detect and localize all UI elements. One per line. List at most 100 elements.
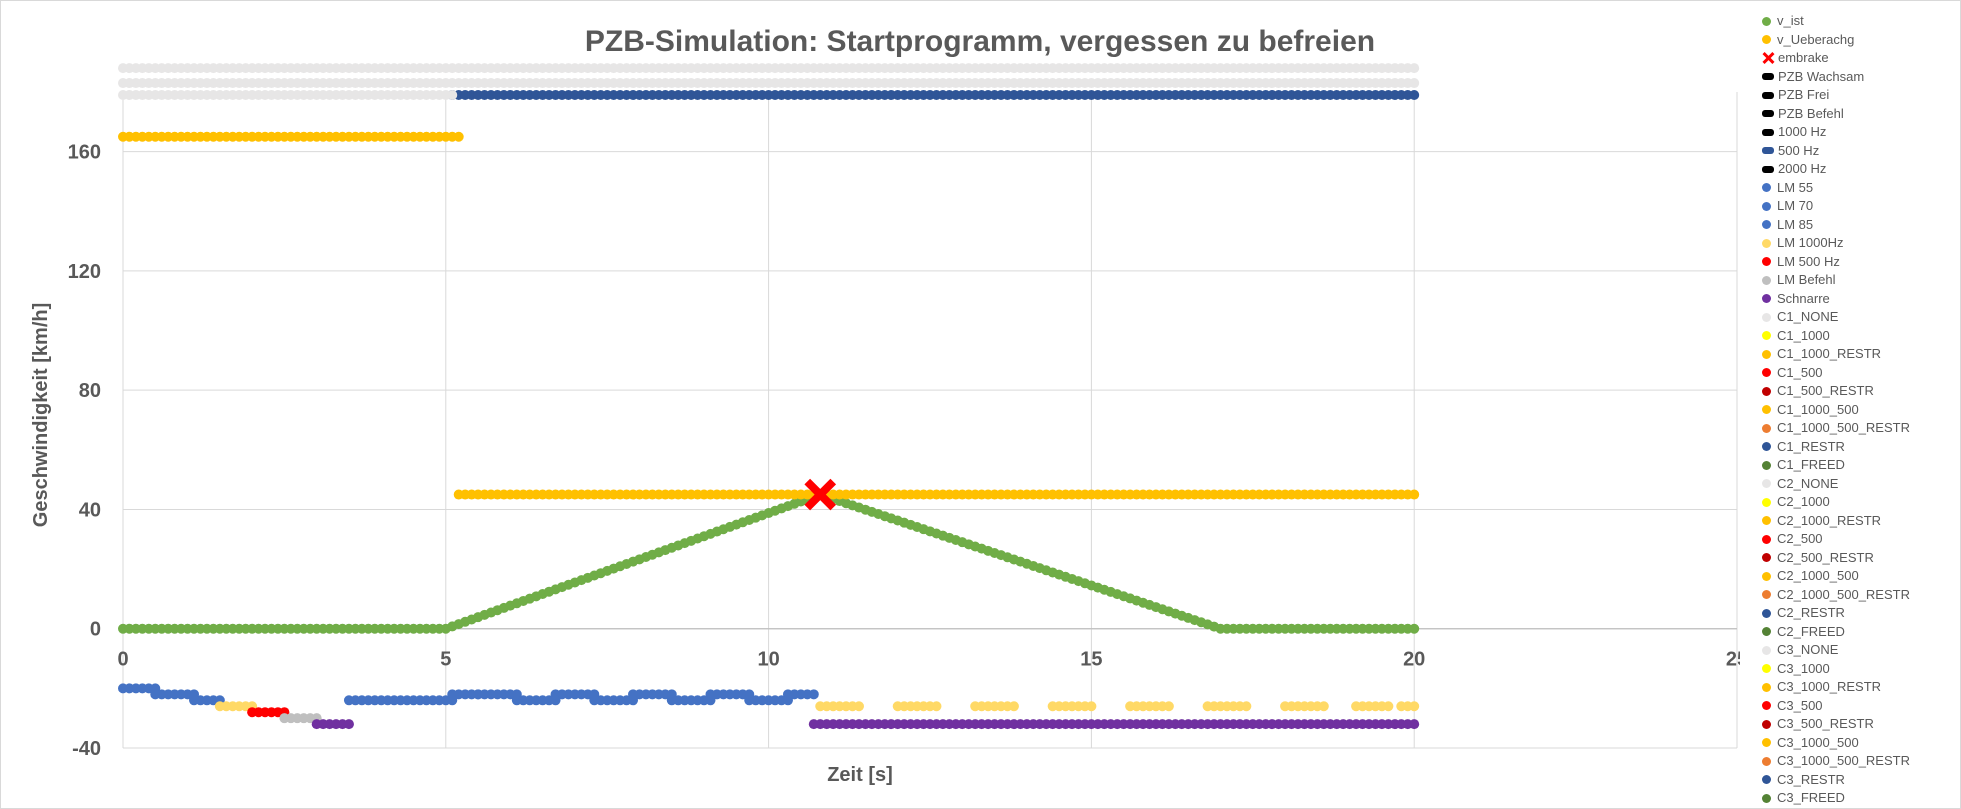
legend-label: C2_RESTR: [1777, 605, 1845, 621]
legend-item-c2-freed: C2_FREED: [1762, 623, 1957, 642]
legend-item-c2-none: C2_NONE: [1762, 475, 1957, 494]
legend-marker: [1762, 220, 1771, 230]
v-ueberachg-point: [1409, 489, 1420, 500]
legend-item-c1-500-restr: C1_500_RESTR: [1762, 382, 1957, 401]
legend-label: C1_1000: [1777, 327, 1830, 343]
embrake-marker: [804, 478, 837, 511]
legend-marker: [1762, 386, 1771, 396]
data-marks: [118, 63, 1420, 730]
legend-label: LM 1000Hz: [1777, 235, 1844, 251]
legend-marker: [1762, 147, 1774, 155]
legend-label: C2_500: [1777, 531, 1823, 547]
legend-marker: [1762, 793, 1771, 803]
legend-marker: [1762, 682, 1771, 692]
legend-item-schnarre: Schnarre: [1762, 290, 1957, 309]
c2-none-point: [1409, 78, 1420, 89]
legend-label: C3_1000_500_RESTR: [1777, 753, 1910, 769]
legend-item-1000-hz: 1000 Hz: [1762, 123, 1957, 142]
lm-1000hz-point: [1383, 701, 1394, 712]
lm-70-point: [782, 695, 793, 706]
legend-item-c2-1000: C2_1000: [1762, 493, 1957, 512]
legend-marker: [1762, 368, 1771, 378]
legend-label: C1_FREED: [1777, 457, 1845, 473]
legend-item-c1-1000-restr: C1_1000_RESTR: [1762, 345, 1957, 364]
legend-marker: [1762, 553, 1771, 563]
legend-label: C1_1000_500: [1777, 401, 1859, 417]
legend-label: 500 Hz: [1778, 142, 1820, 158]
legend-item-c3-restr: C3_RESTR: [1762, 771, 1957, 790]
schnarre-point: [343, 719, 354, 730]
legend-marker: [1762, 479, 1771, 489]
lm-1000hz-point: [931, 701, 942, 712]
x-tick-label: 5: [440, 649, 451, 671]
v-ist-point: [1409, 623, 1420, 634]
legend-marker: [1762, 664, 1771, 674]
y-tick-label: -40: [72, 738, 101, 760]
x-tick-label: 0: [117, 649, 128, 671]
legend-label: LM 70: [1777, 198, 1814, 214]
legend-label: Schnarre: [1777, 290, 1830, 306]
legend-item-pzb-wachsam: PZB Wachsam: [1762, 68, 1957, 87]
lm-1000hz-point: [853, 701, 864, 712]
legend-marker: [1762, 128, 1774, 136]
x-tick-label: 10: [757, 649, 779, 671]
lm-70-point: [705, 695, 716, 706]
legend-marker: [1762, 442, 1771, 452]
x-tick-label: 15: [1080, 649, 1102, 671]
scatter-chart: PZB-Simulation: Startprogramm, vergessen…: [30, 25, 1740, 786]
legend-item-c3-1000-500: C3_1000_500: [1762, 734, 1957, 753]
legend-marker: [1762, 238, 1771, 248]
legend-item-c2-1000-500: C2_1000_500: [1762, 567, 1957, 586]
lm-1000hz-point: [1409, 701, 1420, 712]
legend-item-c3-freed: C3_FREED: [1762, 789, 1957, 808]
legend-label: LM 500 Hz: [1777, 253, 1840, 269]
legend-item-pzb-frei: PZB Frei: [1762, 86, 1957, 105]
legend-item-v-ueberachg: v_Ueberachg: [1762, 31, 1957, 50]
legend-label: C1_RESTR: [1777, 438, 1845, 454]
legend-marker: [1762, 165, 1774, 173]
legend-label: C1_NONE: [1777, 309, 1839, 325]
y-axis-label: Geschwindigkeit [km/h]: [30, 303, 52, 527]
lm-1000hz-point: [1163, 701, 1174, 712]
legend-marker: [1762, 52, 1774, 64]
legend-label: C2_1000_500_RESTR: [1777, 586, 1910, 602]
y-tick-label: 80: [79, 380, 101, 402]
legend-label: PZB Frei: [1778, 87, 1830, 103]
legend-item-lm-befehl: LM Befehl: [1762, 271, 1957, 290]
legend-item-lm-1000hz: LM 1000Hz: [1762, 234, 1957, 253]
lm-1000hz-point: [1008, 701, 1019, 712]
gridlines: [122, 92, 1738, 749]
legend-marker: [1762, 645, 1771, 655]
legend-label: PZB Wachsam: [1778, 68, 1865, 84]
chart-title: PZB-Simulation: Startprogramm, vergessen…: [585, 25, 1375, 58]
legend-marker: [1762, 627, 1771, 637]
y-tick-label: 120: [68, 261, 101, 283]
legend-marker: [1762, 312, 1771, 322]
legend-label: PZB Befehl: [1778, 105, 1844, 121]
lm-1000hz-point: [1318, 701, 1329, 712]
legend-marker: [1762, 201, 1771, 211]
legend-marker: [1762, 571, 1771, 581]
legend-marker: [1762, 534, 1771, 544]
legend-marker: [1762, 738, 1771, 748]
legend-marker: [1762, 423, 1771, 433]
legend-label: LM 85: [1777, 216, 1814, 232]
legend-item-c3-500: C3_500: [1762, 697, 1957, 716]
legend-marker: [1762, 16, 1771, 26]
legend-item-c2-restr: C2_RESTR: [1762, 604, 1957, 623]
legend-marker: [1762, 275, 1771, 285]
legend-item-c2-1000-500-restr: C2_1000_500_RESTR: [1762, 586, 1957, 605]
legend-label: 2000 Hz: [1778, 161, 1827, 177]
legend-label: C1_1000_500_RESTR: [1777, 420, 1910, 436]
legend-marker: [1762, 701, 1771, 711]
x-tick-label: 20: [1403, 649, 1425, 671]
legend-item-2000-hz: 2000 Hz: [1762, 160, 1957, 179]
legend-label: C2_500_RESTR: [1777, 549, 1874, 565]
lm-1000hz-point: [1241, 701, 1252, 712]
legend-marker: [1762, 497, 1771, 507]
legend-label: C3_500_RESTR: [1777, 716, 1874, 732]
legend-item-c2-1000-restr: C2_1000_RESTR: [1762, 512, 1957, 531]
lm-70-point: [550, 695, 561, 706]
legend-label: C2_1000_RESTR: [1777, 512, 1882, 528]
y-tick-label: 0: [90, 619, 101, 641]
